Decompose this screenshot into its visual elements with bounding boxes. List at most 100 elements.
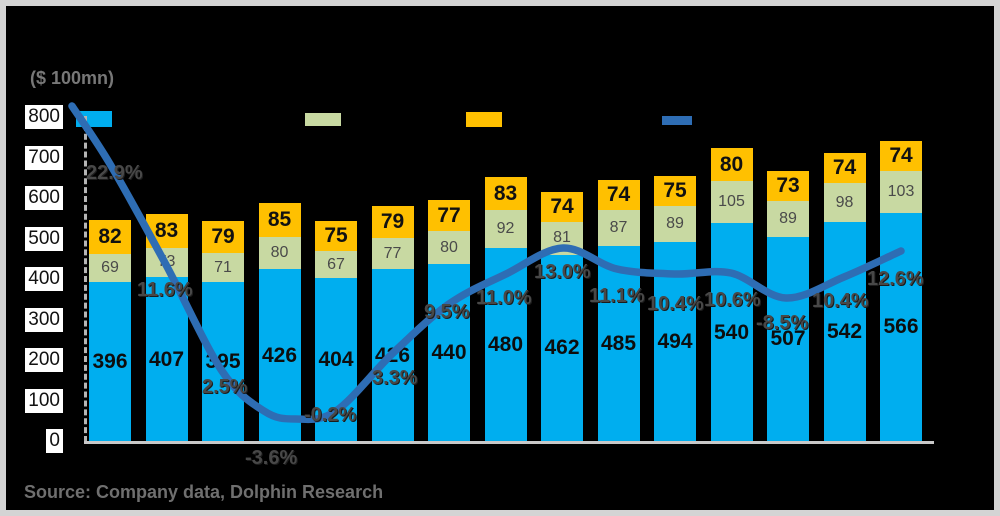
bar-value-label: 404 — [318, 348, 354, 372]
bar-segment-yellow: 79 — [202, 221, 244, 254]
bar-value-label: 80 — [270, 244, 289, 262]
bar-segment-green: 80 — [258, 237, 301, 270]
bar-value-label: 92 — [496, 219, 515, 237]
growth-percent-label: 9.5% — [424, 301, 470, 323]
bar-value-label: 77 — [383, 244, 402, 262]
bar-segment-green: 89 — [654, 205, 696, 242]
bar-segment-yellow: 85 — [258, 202, 301, 238]
bar-segment-yellow: 83 — [145, 213, 188, 248]
bar-value-label: 485 — [600, 331, 637, 355]
bar-value-label: 75 — [324, 224, 348, 248]
bar-segment-green: 103 — [880, 171, 922, 213]
y-axis-tick: 0 — [6, 429, 63, 453]
yellow-series-legend-swatch — [466, 112, 502, 127]
bar-segment-yellow: 74 — [541, 192, 583, 223]
bar-value-label: 79 — [211, 225, 235, 249]
growth-percent-label: 12.6% — [867, 268, 924, 290]
bar-value-label: 426 — [374, 343, 411, 367]
growth-percent-label: 22.9% — [86, 162, 143, 184]
bar-segment-blue: 507 — [767, 236, 809, 442]
bar-value-label: 407 — [148, 347, 185, 371]
bar-segment-blue: 542 — [823, 222, 866, 442]
bar-value-label: 103 — [887, 182, 915, 200]
bar-value-label: 89 — [666, 214, 684, 232]
y-axis-tick: 200 — [6, 348, 63, 372]
bar-value-label: 74 — [606, 183, 631, 207]
growth-percent-label: 11.1% — [589, 285, 645, 307]
bar-value-label: 79 — [380, 210, 405, 234]
bar-segment-green: 87 — [597, 210, 640, 246]
bar-segment-blue: 566 — [880, 212, 922, 442]
bar-value-label: 396 — [92, 349, 128, 373]
bar-value-label: 87 — [609, 218, 628, 236]
green-series-legend-swatch — [305, 113, 341, 126]
y-axis-tick: 100 — [6, 388, 63, 413]
bar-value-label: 89 — [779, 209, 797, 227]
bar-value-label: 540 — [713, 320, 750, 344]
bar-value-label: 77 — [437, 203, 461, 227]
growth-percent-label: 3.3% — [372, 367, 418, 389]
bar-segment-green: 98 — [823, 182, 866, 223]
bar-value-label: 542 — [826, 320, 863, 344]
growth-percent-label: 10.4% — [812, 290, 869, 312]
growth-percent-label: -3.6% — [245, 447, 298, 469]
bar-value-label: 82 — [98, 225, 122, 249]
stacked-bar: 74 103 566 — [880, 141, 922, 442]
bar-value-label: 98 — [835, 193, 854, 211]
bar-segment-green: 67 — [315, 251, 357, 279]
y-axis-tick: 500 — [6, 226, 63, 251]
bar-value-label: 75 — [663, 178, 687, 202]
bar-segment-green: 73 — [145, 247, 188, 278]
bar-value-label: 73 — [776, 173, 800, 197]
bar-segment-yellow: 75 — [315, 220, 357, 252]
bar-segment-blue: 540 — [710, 223, 753, 442]
bar-value-label: 67 — [327, 255, 345, 273]
bar-value-label: 83 — [493, 181, 518, 205]
x-axis-line — [84, 441, 934, 444]
source-note: Source: Company data, Dolphin Research — [24, 482, 384, 502]
bar-segment-yellow: 80 — [710, 148, 753, 181]
growth-percent-label: 10.6% — [704, 289, 761, 311]
bar-segment-yellow: 79 — [371, 206, 414, 239]
growth-percent-label: 13.0% — [534, 261, 591, 283]
bar-segment-green: 71 — [202, 253, 244, 282]
bar-segment-yellow: 82 — [89, 220, 131, 254]
bar-value-label: 105 — [718, 193, 745, 211]
growth-percent-label: -0.2% — [304, 404, 357, 426]
growth-percent-label: -8.5% — [756, 312, 809, 334]
line-series-legend-swatch — [662, 116, 692, 125]
stacked-bar: 85 80 426 — [258, 202, 301, 442]
y-axis-tick: 800 — [6, 105, 63, 129]
bar-segment-blue: 485 — [597, 245, 640, 442]
bar-value-label: 69 — [101, 258, 119, 276]
bar-segment-green: 77 — [371, 238, 414, 270]
y-axis-unit-label: ($ 100mn) — [30, 68, 115, 88]
stacked-bar: 83 73 407 — [145, 213, 188, 442]
y-axis-tick: 600 — [6, 186, 63, 210]
bar-value-label: 480 — [487, 332, 524, 356]
bar-value-label: 74 — [550, 195, 574, 219]
bar-segment-yellow: 74 — [880, 141, 922, 172]
y-axis-tick: 400 — [6, 267, 63, 291]
y-axis-tick: 700 — [6, 145, 63, 170]
growth-percent-label: 11.6% — [137, 279, 193, 301]
bar-value-label: 71 — [214, 258, 232, 276]
growth-percent-label: 2.5% — [202, 376, 248, 398]
bar-segment-green: 80 — [428, 231, 470, 264]
bar-segment-blue: 396 — [89, 281, 131, 442]
growth-percent-label: 11.0% — [476, 287, 532, 309]
bar-segment-yellow: 73 — [767, 171, 809, 201]
bar-value-label: 494 — [657, 329, 693, 353]
bar-segment-blue: 480 — [484, 247, 527, 442]
bar-segment-green: 92 — [484, 210, 527, 248]
bar-segment-green: 89 — [767, 200, 809, 237]
stacked-bar: 74 87 485 — [597, 180, 640, 442]
stacked-bar: 79 77 426 — [371, 206, 414, 442]
bar-value-label: 73 — [157, 253, 176, 271]
bar-segment-yellow: 83 — [484, 176, 527, 211]
stacked-bar: 79 71 395 — [202, 221, 244, 442]
bar-segment-green: 69 — [89, 253, 131, 282]
bar-value-label: 81 — [553, 229, 571, 247]
growth-percent-label: 10.4% — [647, 293, 704, 315]
stacked-bar: 74 81 462 — [541, 192, 583, 442]
